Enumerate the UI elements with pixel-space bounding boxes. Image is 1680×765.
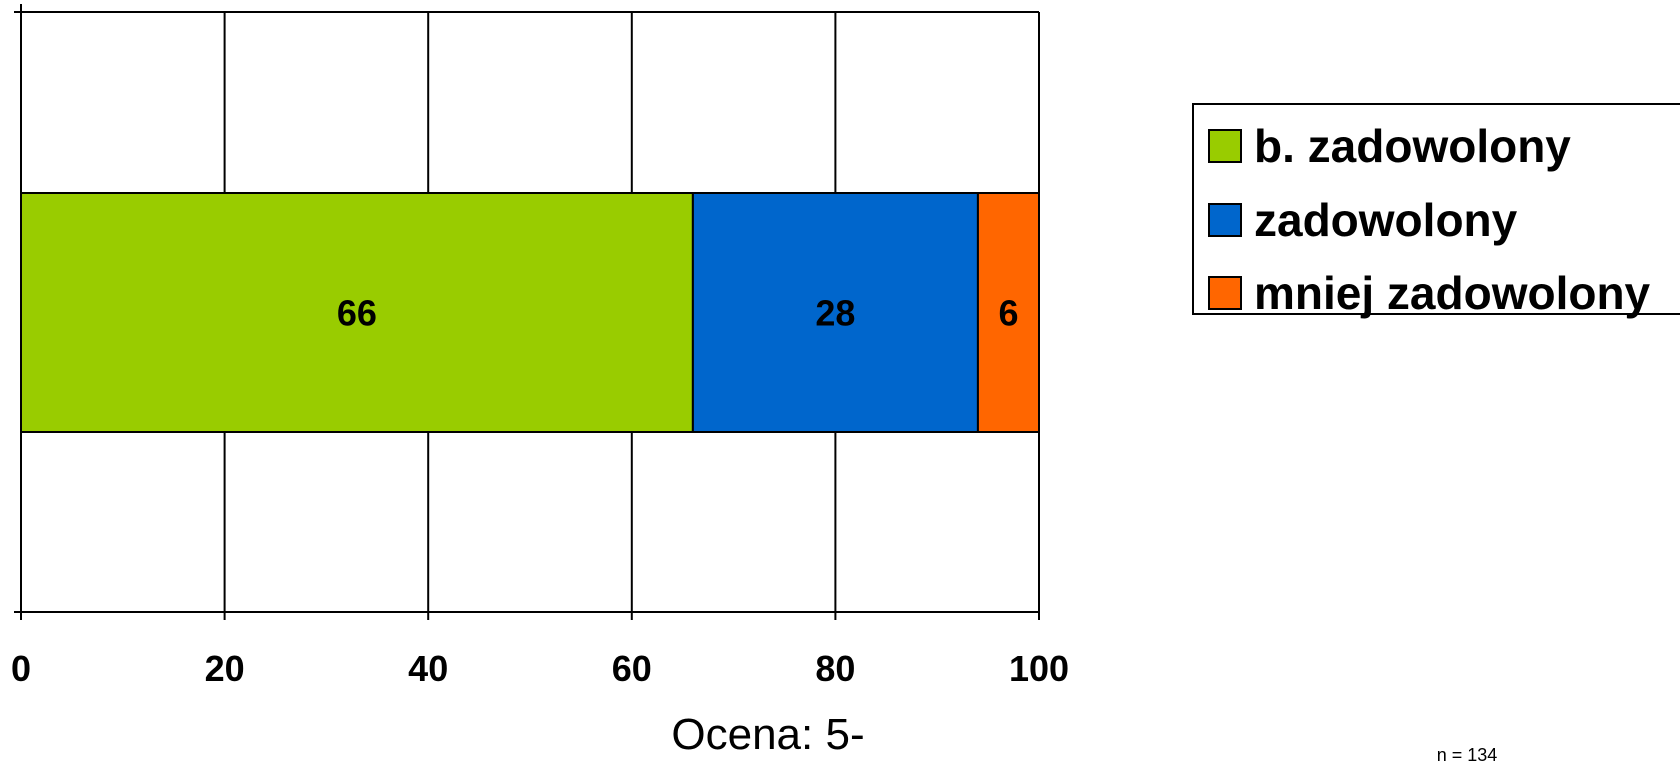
data-label-3: 6: [998, 293, 1018, 334]
x-tick-label: 80: [815, 648, 855, 689]
legend-swatch-2: [1208, 203, 1242, 237]
bar-segment-1: [20, 192, 694, 433]
x-tick-label: 20: [205, 648, 245, 689]
data-label-1: 66: [337, 293, 377, 334]
legend-swatch-3: [1208, 276, 1242, 310]
legend: b. zadowolony zadowolony mniej zadowolony: [1192, 103, 1680, 319]
sample-size-note: n = 134: [1437, 745, 1498, 765]
bar-series: 66 28 6: [20, 192, 1040, 433]
x-tick-labels: 0 20 40 60 80 100: [11, 648, 1069, 689]
legend-swatch-1: [1208, 129, 1242, 163]
axes: [14, 4, 1040, 620]
data-label-2: 28: [815, 293, 855, 334]
x-tick-label: 0: [11, 648, 31, 689]
x-axis-label: Ocena: 5-: [671, 710, 864, 759]
x-tick-label: 100: [1009, 648, 1069, 689]
legend-label-1: b. zadowolony: [1254, 120, 1571, 172]
legend-box: [1192, 103, 1680, 315]
x-tick-label: 40: [408, 648, 448, 689]
legend-label-2: zadowolony: [1254, 194, 1518, 246]
x-tick-label: 60: [612, 648, 652, 689]
bar-segment-3: [976, 192, 1040, 433]
legend-label-3: mniej zadowolony: [1254, 267, 1651, 319]
